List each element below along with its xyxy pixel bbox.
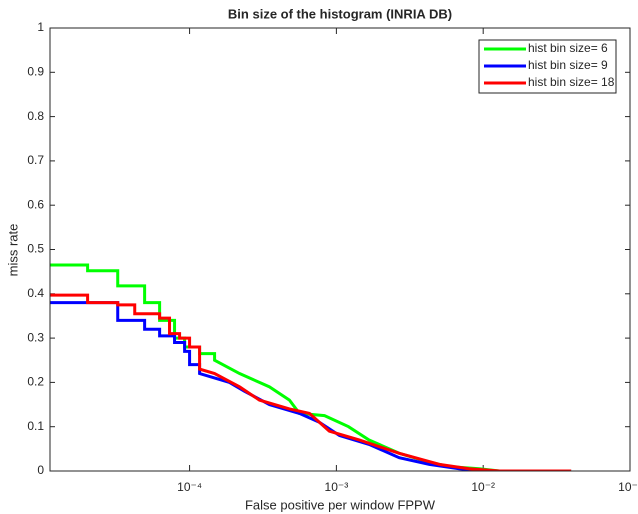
- x-axis-label: False positive per window FPPW: [245, 497, 436, 512]
- y-tick-label: 0.4: [27, 286, 44, 300]
- y-tick-label: 0.1: [27, 419, 44, 433]
- y-tick-label: 0.5: [27, 242, 44, 256]
- y-tick-label: 0: [37, 463, 44, 477]
- x-tick-label: 10⁻⁴: [177, 480, 202, 494]
- y-tick-label: 0.8: [27, 109, 44, 123]
- y-tick-label: 0.7: [27, 153, 44, 167]
- x-tick-label: 10⁻³: [325, 480, 349, 494]
- y-tick-label: 0.9: [27, 64, 44, 78]
- legend-label: hist bin size= 6: [528, 41, 608, 55]
- data-line: [50, 293, 572, 471]
- y-tick-label: 0.2: [27, 375, 44, 389]
- x-tick-label: 10⁻¹: [618, 480, 638, 494]
- chart-title: Bin size of the histogram (INRIA DB): [228, 6, 452, 21]
- y-tick-label: 0.3: [27, 330, 44, 344]
- legend-label: hist bin size= 18: [528, 75, 615, 89]
- y-tick-label: 1: [37, 20, 44, 34]
- plot-frame: [49, 27, 631, 472]
- y-tick-label: 0.6: [27, 197, 44, 211]
- x-tick-label: 10⁻²: [471, 480, 495, 494]
- legend-label: hist bin size= 9: [528, 58, 608, 72]
- y-axis-label: miss rate: [5, 224, 20, 277]
